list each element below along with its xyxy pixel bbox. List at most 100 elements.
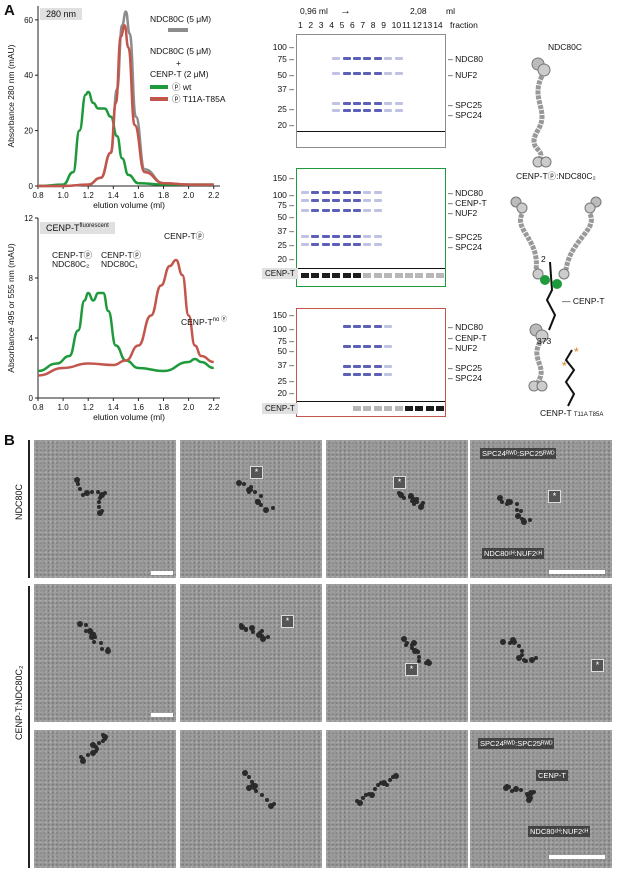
lane-number: 11 [402, 20, 411, 30]
em-particle [247, 775, 251, 779]
gel-ndc80c-labels: – NDC80 – NUF2 – SPC25– SPC24 [448, 34, 508, 146]
gel-band [311, 191, 320, 194]
em-particle [97, 500, 101, 504]
gel-band [353, 209, 361, 212]
band-label: – CENP-T [448, 198, 487, 208]
em-particle [398, 492, 402, 496]
peak-ann-4: CENP-Tno ⓟ [181, 314, 227, 327]
em-texture [34, 584, 176, 722]
x-tick-label: 1.4 [108, 403, 120, 412]
gel-band [394, 109, 403, 112]
gel-band [353, 365, 361, 368]
peak-ann-4-text: CENP-T [181, 316, 213, 327]
gel-band [332, 235, 341, 238]
em-ann-ndc-row3: NDC80ᶜᴴ:NUF2ᶜᴴ [528, 826, 591, 837]
y-tick-label: 0 [29, 394, 34, 403]
legend-ndc80c: NDC80C (5 μM) [150, 14, 212, 24]
gel-wt-strip-label: CENP-T [262, 268, 298, 279]
em-particle [404, 643, 408, 647]
gel-band [332, 57, 341, 60]
em-particle [96, 490, 100, 494]
em-particles [500, 637, 538, 663]
scale-bar-3 [151, 713, 173, 717]
gel-band [332, 102, 341, 105]
mw-marker: 75 – [277, 54, 294, 64]
gel-divider [297, 131, 445, 132]
em-texture [180, 730, 322, 868]
legend-mix2: CENP-T (2 μM) [150, 69, 209, 79]
x-tick-label: 1.8 [158, 403, 170, 412]
cenpt-strip-band [415, 406, 424, 411]
em-particles [79, 733, 108, 764]
gel-divider [297, 401, 445, 402]
gel-band [394, 57, 403, 60]
lane-number: 5 [339, 20, 345, 30]
legend-mix1: NDC80C (5 μM) [150, 46, 212, 56]
lane-number: 13 [422, 20, 433, 30]
gel-band [373, 365, 382, 368]
em-particles [236, 480, 275, 513]
gel-band [353, 199, 361, 202]
mw-marker: 25 – [277, 240, 294, 250]
em-particle [260, 636, 266, 642]
em-texture [470, 730, 612, 868]
chart-280nm: 0.8 1.0 1.2 1.4 1.6 1.8 2.0 2.2 0 20 40 60 elution v… [0, 0, 230, 215]
em-particle [415, 500, 419, 504]
em-particle [250, 780, 254, 784]
lane-number: 7 [360, 20, 366, 30]
band-label: – NDC80 [448, 188, 483, 198]
band-label: – NUF2 [448, 208, 478, 218]
mw-marker: 150 – [272, 310, 294, 320]
gel-band [353, 102, 361, 105]
x-tick-label: 1.6 [133, 403, 145, 412]
scale-bar-2 [549, 570, 605, 574]
em-micrograph [180, 584, 322, 722]
em-particle [381, 780, 387, 786]
em-particle [242, 482, 246, 486]
peak-ann-1a: CENP-Tⓟ [52, 250, 93, 260]
gel-unit: ml [446, 6, 455, 16]
cartoon-num-2: 2 [541, 254, 546, 264]
gel-band [373, 191, 382, 194]
lane-number: 12 [412, 20, 422, 30]
em-particle [515, 508, 519, 512]
cartoon-cenpt-text: CENP-T [572, 296, 605, 306]
em-particle [74, 477, 80, 483]
gel-ndc80c-mw: 100 – 75 – 50 – 37 – 25 – 20 – [270, 34, 294, 146]
cartoon-label-ndc80c: NDC80C [548, 42, 583, 52]
gel-band [311, 199, 320, 202]
em-particle [99, 641, 103, 645]
gel-band [301, 191, 309, 194]
gel-band [363, 57, 372, 60]
cenpt-strip-band [332, 273, 341, 278]
peak-ann-4-sup: no ⓟ [212, 317, 227, 323]
cartoon-num-373: 373 [537, 336, 552, 346]
gel-band [384, 72, 393, 75]
em-particle [412, 648, 418, 654]
em-particle [242, 770, 248, 776]
em-ann-spc-row3: SPC24ᴿᵂᴰ:SPC25ᴿᵂᴰ [478, 738, 555, 749]
em-particle [523, 659, 527, 663]
em-micrograph [326, 584, 468, 722]
em-micrograph [470, 584, 612, 722]
gel-band [373, 373, 382, 376]
em-particle [529, 657, 535, 663]
gel-band [321, 191, 330, 194]
y-tick-label: 8 [29, 274, 34, 283]
em-particle [90, 742, 96, 748]
gel-arrow: → [340, 5, 351, 17]
x-axis-label: elution volume (ml) [93, 412, 165, 422]
cenpt-strip-band [363, 273, 372, 278]
cenpt-strip-band [394, 273, 403, 278]
gel-band [353, 325, 361, 328]
em-micrograph [326, 440, 468, 578]
gel-mutant-strip-label: CENP-T [262, 403, 298, 414]
em-particle [76, 482, 80, 486]
gel-band [363, 109, 372, 112]
em-micrograph [180, 730, 322, 868]
legend-gray-swatch [168, 28, 188, 32]
band-label: – NDC80 [448, 322, 483, 332]
cenpt-strip-band [321, 273, 330, 278]
chart-badge: 280 nm [40, 8, 83, 20]
gel-band [342, 209, 351, 212]
